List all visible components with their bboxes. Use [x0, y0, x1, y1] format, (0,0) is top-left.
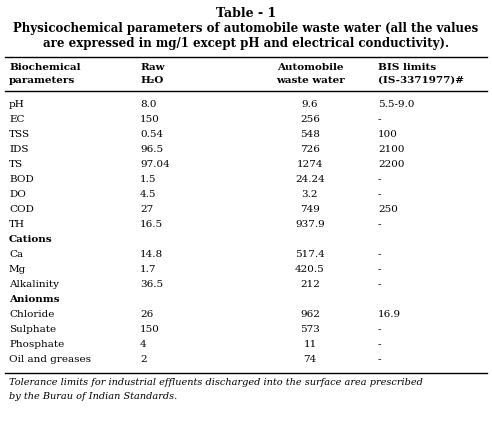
- Text: Tolerance limits for industrial effluents discharged into the surface area presc: Tolerance limits for industrial effluent…: [9, 378, 423, 387]
- Text: -: -: [378, 220, 381, 229]
- Text: 100: 100: [378, 130, 398, 139]
- Text: 4: 4: [140, 340, 147, 349]
- Text: 150: 150: [140, 325, 160, 334]
- Text: parameters: parameters: [9, 76, 75, 85]
- Text: 256: 256: [300, 115, 320, 124]
- Text: 8.0: 8.0: [140, 100, 156, 109]
- Text: 0.54: 0.54: [140, 130, 163, 139]
- Text: by the Burau of Indian Standards.: by the Burau of Indian Standards.: [9, 392, 177, 401]
- Text: BOD: BOD: [9, 175, 34, 184]
- Text: -: -: [378, 115, 381, 124]
- Text: Chloride: Chloride: [9, 310, 55, 319]
- Text: 16.9: 16.9: [378, 310, 401, 319]
- Text: Anionms: Anionms: [9, 295, 60, 304]
- Text: 16.5: 16.5: [140, 220, 163, 229]
- Text: 74: 74: [304, 355, 317, 364]
- Text: Physicochemical parameters of automobile waste water (all the values: Physicochemical parameters of automobile…: [13, 22, 479, 35]
- Text: Automobile: Automobile: [277, 63, 343, 72]
- Text: H₂O: H₂O: [140, 76, 163, 85]
- Text: 1.7: 1.7: [140, 265, 156, 274]
- Text: 36.5: 36.5: [140, 280, 163, 289]
- Text: 14.8: 14.8: [140, 250, 163, 259]
- Text: -: -: [378, 325, 381, 334]
- Text: Raw: Raw: [140, 63, 164, 72]
- Text: 11: 11: [304, 340, 317, 349]
- Text: Cations: Cations: [9, 235, 53, 244]
- Text: (IS-3371977)#: (IS-3371977)#: [378, 76, 464, 85]
- Text: 5.5-9.0: 5.5-9.0: [378, 100, 414, 109]
- Text: 420.5: 420.5: [295, 265, 325, 274]
- Text: 573: 573: [300, 325, 320, 334]
- Text: 1274: 1274: [297, 160, 323, 169]
- Text: Ca: Ca: [9, 250, 23, 259]
- Text: TH: TH: [9, 220, 25, 229]
- Text: 4.5: 4.5: [140, 190, 156, 199]
- Text: 27: 27: [140, 205, 153, 214]
- Text: are expressed in mg/1 except pH and electrical conductivity).: are expressed in mg/1 except pH and elec…: [43, 37, 449, 50]
- Text: Oil and greases: Oil and greases: [9, 355, 91, 364]
- Text: Biochemical: Biochemical: [9, 63, 81, 72]
- Text: Table - 1: Table - 1: [216, 7, 276, 20]
- Text: DO: DO: [9, 190, 26, 199]
- Text: -: -: [378, 280, 381, 289]
- Text: EC: EC: [9, 115, 25, 124]
- Text: 548: 548: [300, 130, 320, 139]
- Text: -: -: [378, 250, 381, 259]
- Text: IDS: IDS: [9, 145, 29, 154]
- Text: 150: 150: [140, 115, 160, 124]
- Text: 26: 26: [140, 310, 153, 319]
- Text: 9.6: 9.6: [302, 100, 318, 109]
- Text: TS: TS: [9, 160, 23, 169]
- Text: -: -: [378, 340, 381, 349]
- Text: BIS limits: BIS limits: [378, 63, 436, 72]
- Text: 250: 250: [378, 205, 398, 214]
- Text: TSS: TSS: [9, 130, 30, 139]
- Text: 1.5: 1.5: [140, 175, 156, 184]
- Text: 2200: 2200: [378, 160, 404, 169]
- Text: -: -: [378, 190, 381, 199]
- Text: 212: 212: [300, 280, 320, 289]
- Text: waste water: waste water: [276, 76, 344, 85]
- Text: 726: 726: [300, 145, 320, 154]
- Text: Phosphate: Phosphate: [9, 340, 64, 349]
- Text: 97.04: 97.04: [140, 160, 170, 169]
- Text: 96.5: 96.5: [140, 145, 163, 154]
- Text: 24.24: 24.24: [295, 175, 325, 184]
- Text: 2: 2: [140, 355, 147, 364]
- Text: 937.9: 937.9: [295, 220, 325, 229]
- Text: 962: 962: [300, 310, 320, 319]
- Text: -: -: [378, 265, 381, 274]
- Text: Mg: Mg: [9, 265, 26, 274]
- Text: 517.4: 517.4: [295, 250, 325, 259]
- Text: COD: COD: [9, 205, 34, 214]
- Text: 749: 749: [300, 205, 320, 214]
- Text: Alkalinity: Alkalinity: [9, 280, 59, 289]
- Text: pH: pH: [9, 100, 25, 109]
- Text: -: -: [378, 175, 381, 184]
- Text: -: -: [378, 355, 381, 364]
- Text: 3.2: 3.2: [302, 190, 318, 199]
- Text: Sulphate: Sulphate: [9, 325, 56, 334]
- Text: 2100: 2100: [378, 145, 404, 154]
